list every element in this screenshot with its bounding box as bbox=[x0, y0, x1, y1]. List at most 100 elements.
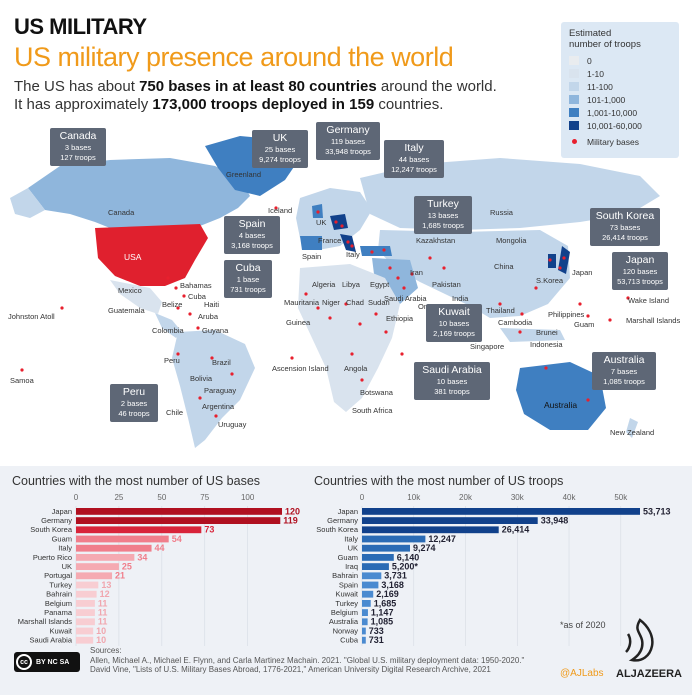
category-label: Australia bbox=[329, 617, 359, 626]
callout-turkey: Turkey 13 bases 1,685 troops bbox=[414, 196, 472, 234]
bar bbox=[362, 627, 366, 635]
bar bbox=[362, 600, 371, 607]
legend-item: 11-100 bbox=[569, 80, 671, 93]
category-label: Turkey bbox=[49, 580, 72, 589]
map-label-pakistan: Pakistan bbox=[432, 280, 461, 289]
category-label: Kuwait bbox=[335, 590, 358, 599]
x-tick-label: 50 bbox=[157, 493, 166, 502]
x-tick-label: 50k bbox=[614, 493, 628, 502]
data-label: 73 bbox=[204, 525, 214, 535]
map-label-canada: Canada bbox=[108, 208, 135, 217]
data-label: 11 bbox=[98, 598, 108, 608]
category-label: Saudi Arabia bbox=[29, 636, 72, 645]
landmass-spain bbox=[300, 236, 322, 250]
base-dot bbox=[182, 294, 186, 298]
map-label-bolivia: Bolivia bbox=[190, 374, 213, 383]
map-label-kazakhstan: Kazakhstan bbox=[416, 236, 456, 245]
data-label: 3,168 bbox=[381, 580, 404, 590]
aljazeera-logo-icon bbox=[625, 618, 654, 662]
x-tick-label: 0 bbox=[360, 493, 365, 502]
base-dot bbox=[290, 356, 294, 360]
data-label: 5,200* bbox=[392, 562, 419, 572]
bar bbox=[76, 627, 94, 635]
base-dot bbox=[428, 256, 432, 260]
landmass-asia bbox=[378, 230, 570, 318]
category-label: Puerto Rico bbox=[33, 553, 72, 562]
bar bbox=[76, 618, 95, 626]
base-dot bbox=[410, 272, 414, 276]
category-label: Japan bbox=[52, 507, 72, 516]
data-label: 11 bbox=[98, 608, 108, 618]
category-label: Marshall Islands bbox=[18, 617, 72, 626]
data-label: 12,247 bbox=[428, 534, 456, 544]
category-label: Norway bbox=[333, 626, 359, 635]
bar bbox=[76, 508, 282, 515]
base-dot-icon bbox=[572, 139, 577, 144]
bar bbox=[76, 609, 95, 616]
map-label-india: India bbox=[452, 294, 469, 303]
sources: Sources: Allen, Michael A., Michael E. F… bbox=[90, 646, 525, 674]
bar bbox=[76, 581, 99, 589]
data-label: 21 bbox=[115, 571, 125, 581]
subtitle-line-2: It has approximately 173,000 troops depl… bbox=[14, 96, 444, 113]
base-dot bbox=[626, 296, 630, 300]
page-title: US military presence around the world bbox=[14, 42, 454, 72]
bar bbox=[76, 517, 281, 524]
legend-swatch bbox=[569, 121, 579, 130]
x-tick-label: 20k bbox=[459, 493, 473, 502]
map-label-paraguay: Paraguay bbox=[204, 386, 237, 395]
map-label-johnston-atoll: Johnston Atoll bbox=[8, 312, 55, 321]
data-label: 1,147 bbox=[371, 608, 394, 618]
bases-chart-title: Countries with the most number of US bas… bbox=[12, 474, 261, 488]
callout-saudi-arabia: Saudi Arabia 10 bases 381 troops bbox=[414, 362, 490, 400]
legend-item: 10,001-60,000 bbox=[569, 119, 671, 132]
landmass-central-america bbox=[155, 313, 182, 338]
bar bbox=[362, 554, 394, 561]
map-label-chile: Chile bbox=[166, 408, 184, 417]
callout-uk: UK 25 bases 9,274 troops bbox=[252, 130, 308, 168]
data-label: 10 bbox=[96, 626, 106, 636]
base-dot bbox=[608, 318, 612, 322]
map-label-libya: Libya bbox=[342, 280, 360, 289]
category-label: Iraq bbox=[345, 562, 358, 571]
map-label-iceland: Iceland bbox=[268, 206, 293, 215]
map-label-ascension-island: Ascension Island bbox=[272, 364, 329, 373]
aljazeera-wordmark: ALJAZEERA bbox=[616, 668, 683, 680]
base-dot bbox=[520, 312, 524, 316]
category-label: Turkey bbox=[335, 599, 358, 608]
base-dot bbox=[370, 250, 374, 254]
category-label: Kuwait bbox=[49, 626, 72, 635]
landmass-canada bbox=[28, 158, 250, 236]
kicker: US MILITARY bbox=[14, 14, 147, 39]
callout-italy: Italy 44 bases 12,247 troops bbox=[384, 140, 444, 178]
legend-item-bases: Military bases bbox=[569, 135, 671, 148]
category-label: Japan bbox=[338, 507, 358, 516]
landmass-mexico bbox=[110, 280, 162, 314]
base-dot bbox=[346, 240, 350, 244]
map-label-spain: Spain bbox=[302, 252, 322, 261]
map-label-marshall-islands: Marshall Islands bbox=[626, 316, 681, 325]
category-label: UK bbox=[62, 562, 72, 571]
map-label-wake-island: Wake Island bbox=[628, 296, 669, 305]
base-dot bbox=[188, 312, 192, 316]
map-label-indonesia: Indonesia bbox=[530, 340, 563, 349]
category-label: Cuba bbox=[340, 636, 359, 645]
base-dot bbox=[558, 266, 562, 270]
map-label-guyana: Guyana bbox=[202, 326, 229, 335]
base-dot bbox=[230, 372, 234, 376]
map-label-aruba: Aruba bbox=[198, 312, 219, 321]
map-label-colombia: Colombia bbox=[152, 326, 184, 335]
map-label-guatemala: Guatemala bbox=[108, 306, 145, 315]
category-label: Panama bbox=[44, 608, 73, 617]
base-dot bbox=[350, 352, 354, 356]
base-dot bbox=[396, 276, 400, 280]
x-tick-label: 40k bbox=[563, 493, 577, 502]
base-dot bbox=[360, 378, 364, 382]
base-dot bbox=[176, 306, 180, 310]
map-label-australia: Australia bbox=[544, 400, 578, 410]
callout-spain: Spain 4 bases 3,168 troops bbox=[224, 216, 280, 254]
data-label: 120 bbox=[285, 506, 300, 516]
troops-chart-title: Countries with the most number of US tro… bbox=[314, 474, 564, 488]
map-label-singapore: Singapore bbox=[470, 342, 505, 351]
ajlabs-handle: @AJLabs bbox=[560, 668, 604, 679]
